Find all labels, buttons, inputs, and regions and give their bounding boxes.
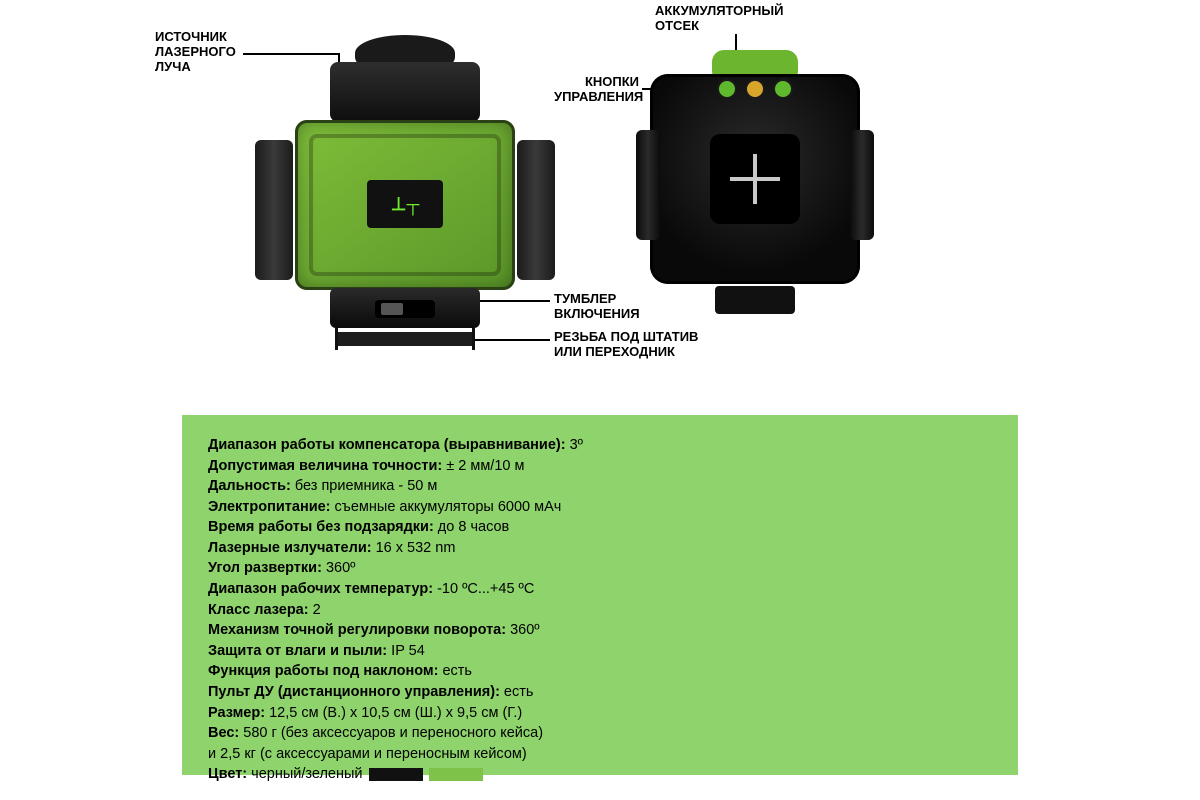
callout-battery-compartment: АККУМУЛЯТОРНЫЙОТСЕК bbox=[655, 4, 783, 34]
power-switch-illustration bbox=[375, 300, 435, 318]
spec-row: Класс лазера: 2 bbox=[208, 600, 992, 621]
spec-value: 16 x 532 nm bbox=[372, 540, 456, 556]
spec-label: Лазерные излучатели: bbox=[208, 540, 372, 556]
callout-laser-source: ИСТОЧНИКЛАЗЕРНОГОЛУЧА bbox=[155, 30, 236, 75]
spec-value: 360º bbox=[506, 622, 540, 638]
spec-row: Электропитание: съемные аккумуляторы 600… bbox=[208, 497, 992, 518]
spec-value: 580 г (без аксессуаров и переносного кей… bbox=[208, 725, 543, 762]
spec-value: ± 2 мм/10 м bbox=[442, 458, 524, 474]
callout-power-switch: ТУМБЛЕРВКЛЮЧЕНИЯ bbox=[554, 292, 640, 322]
spec-label: Время работы без подзарядки: bbox=[208, 519, 434, 535]
spec-label: Защита от влаги и пыли: bbox=[208, 643, 387, 659]
spec-value: черный/зеленый bbox=[247, 766, 362, 782]
spec-label: Размер: bbox=[208, 705, 265, 721]
spec-row: Диапазон рабочих температур: -10 ºС...+4… bbox=[208, 579, 992, 600]
control-buttons-illustration bbox=[708, 78, 802, 100]
spec-value: есть bbox=[438, 663, 472, 679]
spec-label: Угол развертки: bbox=[208, 560, 322, 576]
spec-row: Функция работы под наклоном: есть bbox=[208, 661, 992, 682]
spec-label: Диапазон работы компенсатора (выравниван… bbox=[208, 437, 566, 453]
callout-control-buttons: КНОПКИУПРАВЛЕНИЯ bbox=[554, 75, 639, 105]
spec-row: Диапазон работы компенсатора (выравниван… bbox=[208, 435, 992, 456]
spec-label: Цвет: bbox=[208, 766, 247, 782]
spec-row: Пульт ДУ (дистанционного управления): ес… bbox=[208, 682, 992, 703]
spec-row: Цвет: черный/зеленый bbox=[208, 764, 992, 785]
spec-row: Угол развертки: 360º bbox=[208, 558, 992, 579]
spec-label: Электропитание: bbox=[208, 499, 331, 515]
spec-row: Вес: 580 г (без аксессуаров и переносног… bbox=[208, 723, 992, 764]
spec-value: 12,5 см (В.) х 10,5 см (Ш.) х 9,5 см (Г.… bbox=[265, 705, 522, 721]
callout-line bbox=[243, 53, 338, 55]
spec-row: Время работы без подзарядки: до 8 часов bbox=[208, 517, 992, 538]
spec-label: Механизм точной регулировки поворота: bbox=[208, 622, 506, 638]
spec-label: Дальность: bbox=[208, 478, 291, 494]
spec-row: Механизм точной регулировки поворота: 36… bbox=[208, 620, 992, 641]
callout-tripod-thread: РЕЗЬБА ПОД ШТАТИВИЛИ ПЕРЕХОДНИК bbox=[554, 330, 698, 360]
spec-label: Функция работы под наклоном: bbox=[208, 663, 438, 679]
device-logo: ⊥┬ bbox=[367, 180, 443, 228]
specifications-list: Диапазон работы компенсатора (выравниван… bbox=[208, 435, 992, 785]
spec-label: Диапазон рабочих температур: bbox=[208, 581, 433, 597]
tripod-mount-illustration bbox=[335, 332, 475, 346]
spec-row: Дальность: без приемника - 50 м bbox=[208, 476, 992, 497]
spec-value: 360º bbox=[322, 560, 356, 576]
color-swatch-black bbox=[369, 768, 423, 781]
spec-value: IP 54 bbox=[387, 643, 425, 659]
spec-value: съемные аккумуляторы 6000 мАч bbox=[331, 499, 562, 515]
spec-row: Размер: 12,5 см (В.) х 10,5 см (Ш.) х 9,… bbox=[208, 703, 992, 724]
product-diagram: ИСТОЧНИКЛАЗЕРНОГОЛУЧА АККУМУЛЯТОРНЫЙОТСЕ… bbox=[0, 0, 1200, 370]
spec-value: без приемника - 50 м bbox=[291, 478, 438, 494]
spec-label: Класс лазера: bbox=[208, 602, 309, 618]
spec-value: 3º bbox=[566, 437, 583, 453]
device-front-illustration: ⊥┬ bbox=[270, 60, 540, 350]
spec-row: Допустимая величина точности: ± 2 мм/10 … bbox=[208, 456, 992, 477]
spec-label: Вес: bbox=[208, 725, 239, 741]
specifications-panel: Диапазон работы компенсатора (выравниван… bbox=[182, 415, 1018, 775]
spec-value: есть bbox=[500, 684, 534, 700]
spec-value: до 8 часов bbox=[434, 519, 509, 535]
spec-label: Допустимая величина точности: bbox=[208, 458, 442, 474]
color-swatch-green bbox=[429, 768, 483, 781]
spec-value: 2 bbox=[309, 602, 321, 618]
device-top-illustration bbox=[640, 50, 870, 310]
spec-label: Пульт ДУ (дистанционного управления): bbox=[208, 684, 500, 700]
spec-row: Защита от влаги и пыли: IP 54 bbox=[208, 641, 992, 662]
spec-row: Лазерные излучатели: 16 x 532 nm bbox=[208, 538, 992, 559]
spec-value: -10 ºС...+45 ºС bbox=[433, 581, 534, 597]
